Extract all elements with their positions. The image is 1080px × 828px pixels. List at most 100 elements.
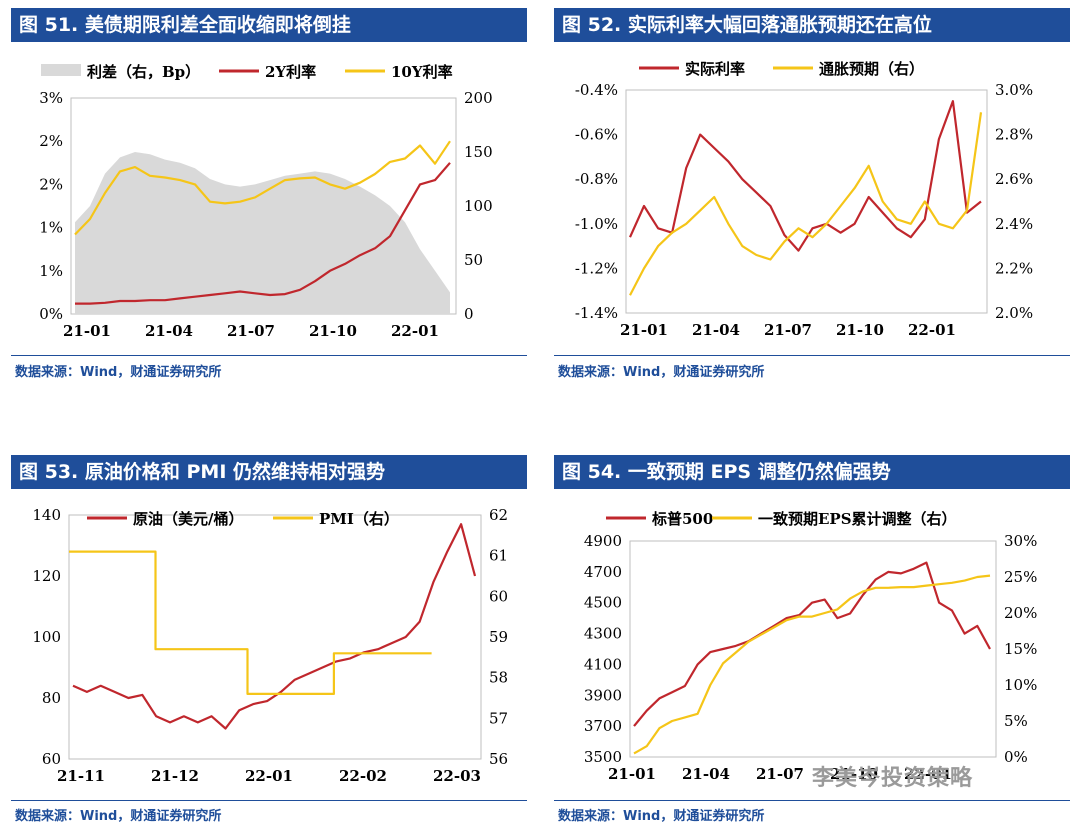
x-tick: 21-07 [756,765,804,783]
fig51-source: 数据来源：Wind，财通证券研究所 [15,365,222,380]
x-tick: 22-01 [904,765,952,783]
y-right-tick: 20% [1004,604,1037,622]
fig54-title: 图 54. 一致预期 EPS 调整仍然偏强势 [554,455,1070,489]
x-tick: 21-12 [151,767,199,785]
y-left-tick: 3500 [584,748,622,766]
y-right-tick: 2.2% [995,259,1033,277]
y-left-tick: 60 [42,750,61,768]
legend-label-2: 10Y利率 [391,63,453,81]
x-tick: 21-01 [620,321,668,339]
x-tick: 21-11 [57,767,105,785]
y-left-tick: 4500 [584,594,622,612]
y-right-tick: 200 [464,89,493,107]
y-left-tick: -0.6% [575,126,618,144]
y-left-tick: 140 [32,506,61,524]
legend-label-1: 一致预期EPS累计调整（右） [758,510,957,528]
series-line-0 [72,523,477,730]
y-right-tick: 50 [464,251,483,269]
y-right-tick: 60 [489,587,508,605]
legend-label-0: 利差（右，Bp） [87,63,200,81]
y-left-tick: 4700 [584,563,622,581]
y-left-tick: 4100 [584,655,622,673]
y-right-tick: 58 [489,669,508,687]
panel-fig53: 图 53. 原油价格和 PMI 仍然维持相对强势 原油（美元/桶） PMI（右） 6… [11,455,527,827]
y-right-tick: 2.0% [995,304,1033,322]
fig53-chart: 原油（美元/桶） PMI（右） 60 80 100 120 140 56 57 58 59 60 61 6… [32,506,508,785]
series-line-1 [629,112,983,296]
y-right-tick: 15% [1004,640,1037,658]
x-tick: 21-10 [830,765,878,783]
y-right-tick: 57 [489,709,508,727]
fig51-title: 图 51. 美债期限利差全面收缩即将倒挂 [11,8,527,42]
x-tick: 21-01 [608,765,656,783]
x-tick: 21-01 [63,322,111,340]
y-right-tick: 0% [1004,748,1028,766]
x-tick: 21-04 [682,765,730,783]
legend-label-0: 标普500 [651,510,713,528]
fig52-title: 图 52. 实际利率大幅回落通胀预期还在高位 [554,8,1070,42]
y-right-tick: 10% [1004,676,1037,694]
y-left-tick: 120 [32,567,61,585]
y-left-tick: 3% [39,89,63,107]
series-line-1 [69,550,432,695]
y-right-tick: 2.6% [995,170,1033,188]
fig54-source: 数据来源：Wind，财通证券研究所 [558,809,765,824]
y-left-tick: 100 [32,628,61,646]
legend-swatch-0 [41,64,81,76]
fig52-source: 数据来源：Wind，财通证券研究所 [558,365,765,380]
y-right-tick: 25% [1004,568,1037,586]
x-tick: 21-07 [764,321,812,339]
legend-label-0: 原油（美元/桶） [133,510,243,528]
y-left-tick: 3900 [584,686,622,704]
y-left-tick: 4300 [584,625,622,643]
y-right-tick: 56 [489,750,508,768]
series-line-1 [75,162,451,305]
fig53-title: 图 53. 原油价格和 PMI 仍然维持相对强势 [11,455,527,489]
y-right-tick: 3.0% [995,81,1033,99]
series-line-1 [633,574,991,755]
fig52-source-line [554,355,1070,356]
fig54-chart: 标普500 一致预期EPS累计调整（右） 3500 3700 3900 4100 4300 4… [584,510,1038,783]
legend-label-1: 通胀预期（右） [819,60,924,78]
series-line-0 [628,100,982,252]
y-right-tick: 100 [464,197,493,215]
y-left-tick: -1.0% [575,215,618,233]
legend-label-0: 实际利率 [685,60,745,78]
y-right-tick: 59 [489,628,508,646]
legend-label-1: PMI（右） [319,510,399,528]
series-area-spread [75,152,450,314]
plot-frame [625,89,988,314]
x-tick: 22-01 [908,321,956,339]
panel-fig54: 图 54. 一致预期 EPS 调整仍然偏强势 标普500 一致预期EPS累计调整（… [554,455,1070,827]
y-left-tick: 4900 [584,532,622,550]
y-left-tick: -0.8% [575,170,618,188]
y-right-tick: 2.8% [995,126,1033,144]
y-right-tick: 150 [464,143,493,161]
y-left-tick: 1% [39,219,63,237]
y-left-tick: 2% [39,175,63,193]
legend-label-1: 2Y利率 [265,63,316,81]
y-right-tick: 62 [489,506,508,524]
plot-frame [68,514,482,760]
y-left-tick: 2% [39,132,63,150]
x-tick: 21-04 [692,321,740,339]
x-tick: 22-01 [245,767,293,785]
fig51-chart: 利差（右，Bp） 2Y利率 10Y利率 0% 1% 1% 2% 2% 3% 0 50 100 150 20… [39,63,493,340]
fig53-source-line [11,800,527,801]
x-tick: 21-10 [836,321,884,339]
y-left-tick: 80 [42,689,61,707]
panel-fig51: 图 51. 美债期限利差全面收缩即将倒挂 利差（右，Bp） 2Y利率 10Y利率 0%… [11,8,527,388]
x-tick: 22-02 [339,767,387,785]
x-tick: 21-04 [145,322,193,340]
y-right-tick: 61 [489,547,508,565]
x-tick: 22-01 [391,322,439,340]
panel-fig52: 图 52. 实际利率大幅回落通胀预期还在高位 实际利率 通胀预期（右） -1.4% -… [554,8,1070,388]
y-right-tick: 30% [1004,532,1037,550]
y-left-tick: -0.4% [575,81,618,99]
fig52-chart: 实际利率 通胀预期（右） -1.4% -1.2% -1.0% -0.8% -0.6% -0.4… [575,60,1033,339]
y-right-tick: 0 [464,305,474,323]
y-left-tick: 0% [39,305,63,323]
y-right-tick: 5% [1004,712,1028,730]
y-left-tick: 1% [39,262,63,280]
x-tick: 22-03 [433,767,481,785]
